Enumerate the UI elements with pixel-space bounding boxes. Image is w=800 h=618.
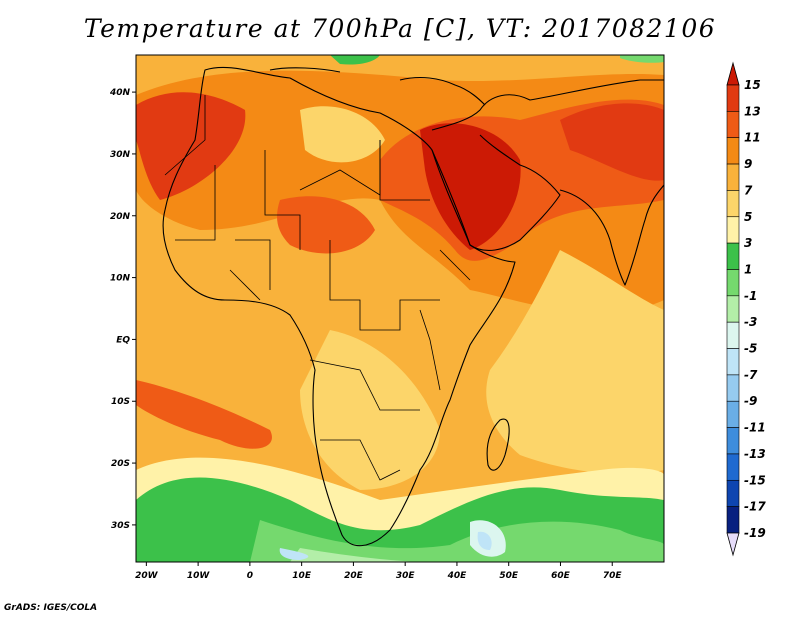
colorbar-swatch: [726, 242, 740, 270]
colorbar-label: -19: [744, 526, 766, 540]
colorbar-label: -15: [744, 473, 766, 487]
y-tick-label: 10S: [111, 397, 130, 407]
x-tick-label: 30E: [396, 571, 416, 581]
colorbar-label: -13: [744, 447, 766, 461]
x-tick-label: 20E: [344, 571, 364, 581]
colorbar-swatch: [726, 216, 740, 244]
colorbar-label: 11: [744, 131, 761, 145]
colorbar-swatch: [726, 269, 740, 297]
colorbar-swatch: [726, 374, 740, 402]
country-borders: [164, 95, 471, 481]
colorbar-label: 15: [744, 78, 761, 92]
y-tick-label: 30N: [110, 150, 131, 160]
x-tick-label: 50E: [499, 571, 519, 581]
x-tick-label: 20W: [135, 571, 159, 581]
coastline-arabia-asia: [269, 67, 665, 286]
x-tick-label: 0: [247, 571, 253, 581]
coastline-africa: [162, 66, 516, 547]
colorbar-swatch: [726, 163, 740, 191]
map-axes: 20W 10W 0 10E 20E 30E 40E 50E 60E 70E 40N 30N 20N 10N…: [109, 88, 622, 581]
x-tick-label: 10W: [187, 571, 211, 581]
colorbar-swatch: [726, 84, 740, 112]
colorbar-over-arrow: [726, 61, 740, 86]
colorbar-swatch: [726, 479, 740, 507]
colorbar-label: -17: [744, 500, 766, 514]
colorbar-swatch: [726, 295, 740, 323]
colorbar-swatch: [726, 190, 740, 218]
colorbar-swatch: [726, 321, 740, 349]
colorbar-label: -9: [744, 394, 757, 408]
y-tick-label: 20N: [110, 212, 131, 222]
colorbar-label: -7: [744, 368, 758, 382]
colorbar-label: -11: [744, 421, 766, 435]
colorbar-swatch: [726, 400, 740, 428]
chart-title: Temperature at 700hPa [C], VT: 201708210…: [83, 14, 717, 43]
x-tick-label: 10E: [292, 571, 312, 581]
colorbar-swatch: [726, 137, 740, 165]
y-tick-label: 40N: [109, 88, 131, 98]
colorbar-label: 13: [744, 104, 761, 118]
y-tick-label: 10N: [110, 274, 131, 284]
colorbar-label: 5: [744, 210, 752, 224]
colorbar-label: 9: [744, 157, 752, 171]
colorbar-under-arrow: [726, 532, 740, 557]
colorbar-label: -5: [744, 342, 757, 356]
colorbar-swatch: [726, 348, 740, 376]
colorbar-label: -1: [744, 289, 757, 303]
y-tick-label: EQ: [116, 335, 130, 345]
credit-text: GrADS: IGES/COLA: [4, 603, 98, 613]
colorbar-swatch: [726, 506, 740, 534]
x-tick-label: 60E: [551, 571, 571, 581]
island-madagascar: [486, 418, 510, 471]
colorbar-swatch: [726, 427, 740, 455]
colorbar: 15 13 11 9 7 5 3 1 -1 -3 -5 -7 -9 -11 -13 -15 -17 -19: [726, 61, 766, 557]
x-tick-label: 70E: [603, 571, 623, 581]
colorbar-swatch: [726, 453, 740, 481]
map-frame: [135, 54, 665, 563]
colorbar-label: 1: [744, 262, 752, 276]
colorbar-label: 7: [744, 183, 753, 197]
colorbar-label: -3: [744, 315, 757, 329]
y-tick-label: 20S: [111, 459, 130, 469]
x-tick-label: 40E: [447, 571, 468, 581]
y-tick-label: 30S: [111, 521, 130, 531]
colorbar-label: 3: [744, 236, 752, 250]
colorbar-swatch: [726, 111, 740, 139]
